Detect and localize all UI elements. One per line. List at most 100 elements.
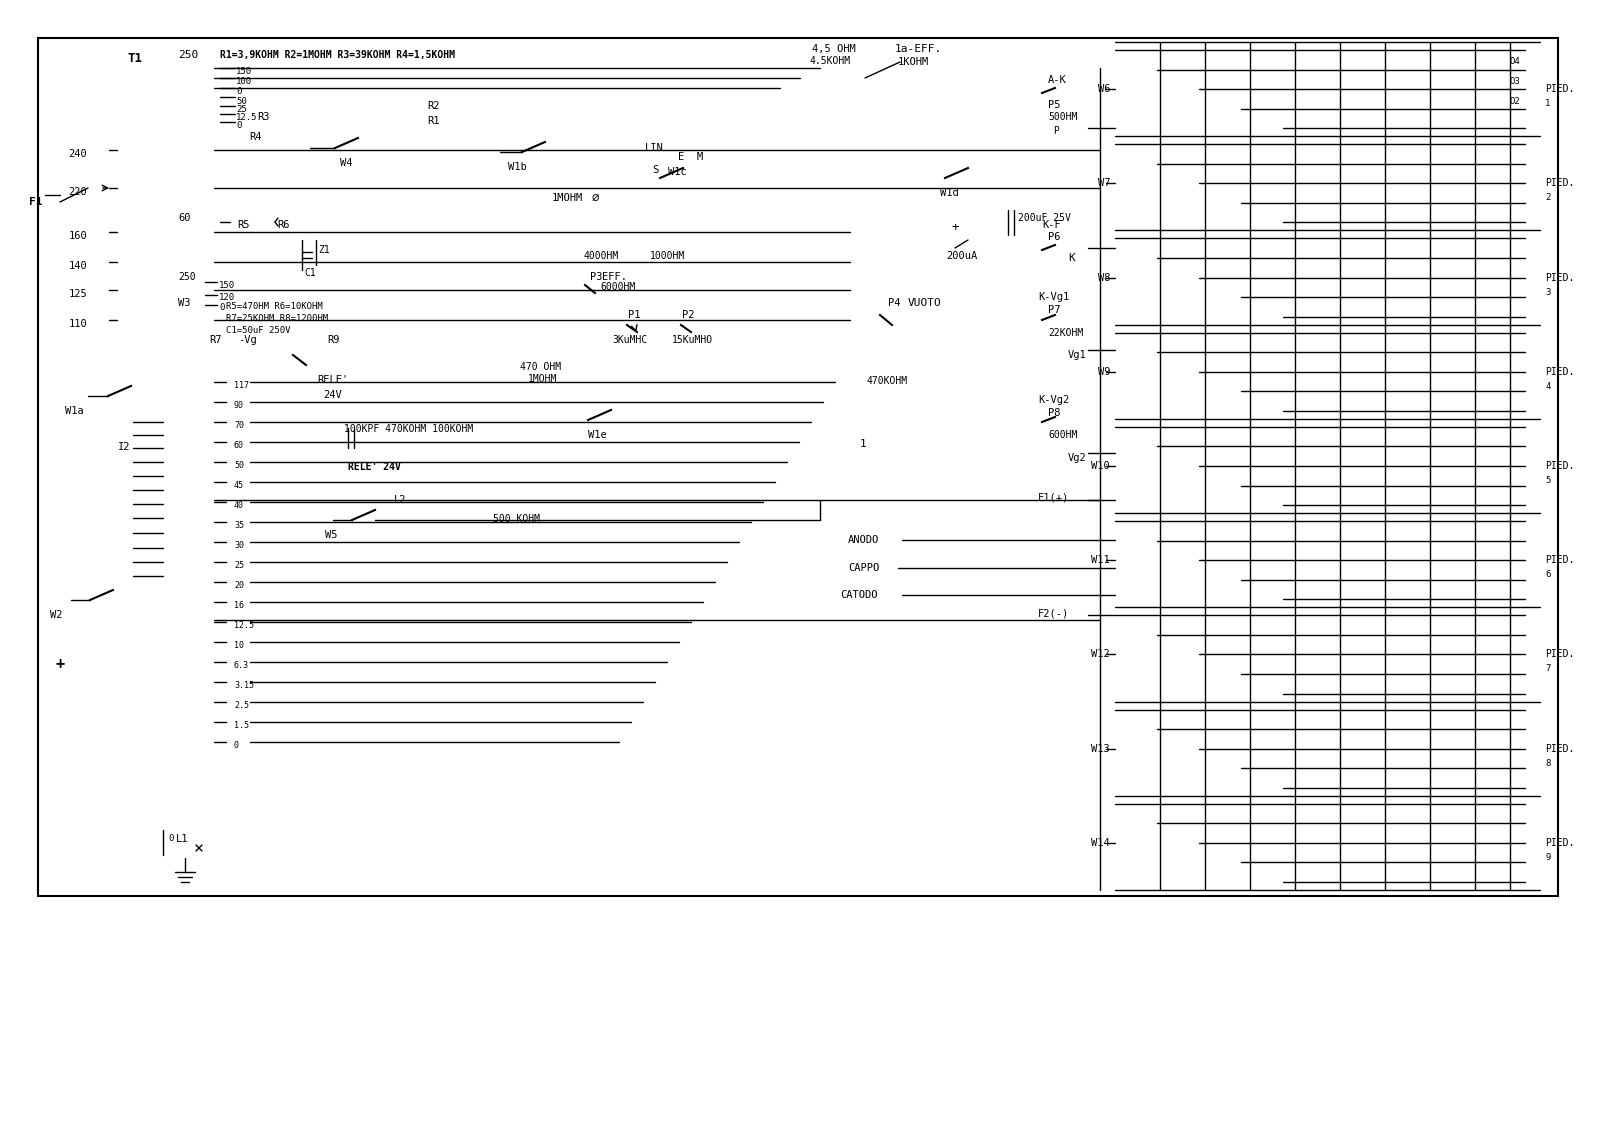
Text: 6.3: 6.3 — [234, 661, 250, 670]
Bar — [360, 426, 390, 438]
Text: P2: P2 — [682, 310, 694, 320]
Text: PIED.: PIED. — [1546, 555, 1574, 566]
Text: PIED.: PIED. — [1546, 461, 1574, 470]
Text: 90: 90 — [234, 400, 243, 409]
Text: W13: W13 — [1091, 744, 1110, 753]
Text: 250: 250 — [178, 50, 198, 60]
Text: 2: 2 — [1546, 193, 1550, 202]
Text: W1b: W1b — [509, 162, 526, 172]
Text: 4000HM: 4000HM — [584, 251, 619, 261]
Text: 500 KOHM: 500 KOHM — [493, 513, 541, 524]
Text: 12.5: 12.5 — [237, 113, 258, 122]
Text: L1: L1 — [176, 834, 189, 844]
Text: 117: 117 — [234, 380, 250, 389]
Text: O2: O2 — [1510, 97, 1520, 106]
Text: PIED.: PIED. — [1546, 744, 1574, 753]
Text: W14: W14 — [1091, 838, 1110, 848]
Bar — [547, 188, 586, 204]
Text: W1c: W1c — [669, 167, 686, 176]
Text: W2: W2 — [50, 610, 62, 620]
Text: R7: R7 — [210, 335, 222, 345]
Text: W1e: W1e — [589, 430, 606, 440]
Bar — [339, 448, 485, 506]
Bar — [1115, 42, 1539, 890]
Bar — [520, 374, 568, 386]
Text: Z1: Z1 — [318, 245, 330, 254]
Text: 60: 60 — [178, 213, 190, 223]
Text: 160: 160 — [69, 231, 86, 241]
Bar — [1050, 440, 1088, 454]
Text: E: E — [678, 152, 685, 162]
Text: 1.5: 1.5 — [234, 720, 250, 729]
Text: 12.5: 12.5 — [234, 621, 254, 630]
Text: W3: W3 — [178, 297, 190, 308]
Text: T1: T1 — [128, 52, 142, 64]
Text: 220: 220 — [69, 187, 86, 197]
Bar — [800, 62, 838, 76]
Bar — [270, 215, 298, 228]
Text: 10: 10 — [234, 640, 243, 649]
Text: Vg2: Vg2 — [1069, 454, 1086, 463]
Bar — [230, 215, 258, 228]
Text: 100KPF 470KOHM 100KOHM: 100KPF 470KOHM 100KOHM — [344, 424, 474, 434]
Text: O3: O3 — [1510, 77, 1520, 86]
Text: R3: R3 — [258, 112, 270, 122]
Text: F1: F1 — [29, 197, 42, 207]
Text: 0: 0 — [168, 834, 173, 843]
Bar — [398, 426, 429, 438]
Text: R1: R1 — [427, 116, 440, 126]
Text: 9: 9 — [1546, 853, 1550, 862]
Text: W12: W12 — [1091, 649, 1110, 659]
Text: 110: 110 — [69, 319, 86, 329]
Text: PIED.: PIED. — [1546, 84, 1574, 94]
Text: C1: C1 — [304, 268, 315, 278]
Text: PIED.: PIED. — [1546, 179, 1574, 189]
Text: PIED.: PIED. — [1546, 649, 1574, 659]
Text: P1: P1 — [627, 310, 640, 320]
Bar — [1050, 338, 1088, 351]
Text: 0: 0 — [234, 741, 238, 750]
Text: 40: 40 — [234, 501, 243, 509]
Text: 150: 150 — [219, 280, 235, 290]
Text: 2.5: 2.5 — [234, 700, 250, 709]
Text: 200uA: 200uA — [946, 251, 978, 261]
Text: C1=50uF 250V: C1=50uF 250V — [226, 326, 291, 335]
Bar — [163, 48, 174, 870]
Text: 45: 45 — [234, 481, 243, 490]
Bar — [582, 247, 621, 262]
Text: P4: P4 — [888, 297, 901, 308]
Text: 3KuMHC: 3KuMHC — [611, 335, 648, 345]
Text: 4: 4 — [1546, 382, 1550, 391]
Text: 1: 1 — [861, 439, 867, 449]
Text: P6: P6 — [1048, 232, 1061, 242]
Text: W9: W9 — [1098, 366, 1110, 377]
Text: W6: W6 — [1098, 84, 1110, 94]
Text: P7: P7 — [1048, 305, 1061, 316]
Text: L2: L2 — [394, 495, 406, 506]
Text: PIED.: PIED. — [1546, 366, 1574, 377]
Bar — [248, 107, 280, 122]
Bar — [440, 510, 490, 524]
Text: K: K — [1069, 253, 1075, 264]
Text: K-Vg1: K-Vg1 — [1038, 292, 1069, 302]
Text: A-K: A-K — [1048, 75, 1067, 85]
Text: 4,5 OHM: 4,5 OHM — [813, 44, 856, 54]
Text: 140: 140 — [69, 261, 86, 271]
Text: R5=470HM R6=10KOHM: R5=470HM R6=10KOHM — [226, 302, 323, 311]
Text: ANODO: ANODO — [848, 535, 880, 545]
Text: W7: W7 — [1098, 179, 1110, 189]
Text: 100: 100 — [237, 78, 253, 86]
Bar — [61, 188, 88, 202]
Text: M: M — [698, 152, 704, 162]
Text: O4: O4 — [1510, 57, 1520, 66]
Text: 0: 0 — [237, 121, 242, 130]
Text: 200uF 25V: 200uF 25V — [1018, 213, 1070, 223]
Text: RELE': RELE' — [317, 375, 349, 385]
Text: W1d: W1d — [941, 188, 958, 198]
Text: 15KuMHO: 15KuMHO — [672, 335, 714, 345]
Bar — [648, 247, 686, 262]
Text: 70: 70 — [234, 421, 243, 430]
Text: ∅: ∅ — [592, 191, 600, 205]
Text: R4: R4 — [250, 132, 262, 143]
Bar — [861, 373, 915, 387]
